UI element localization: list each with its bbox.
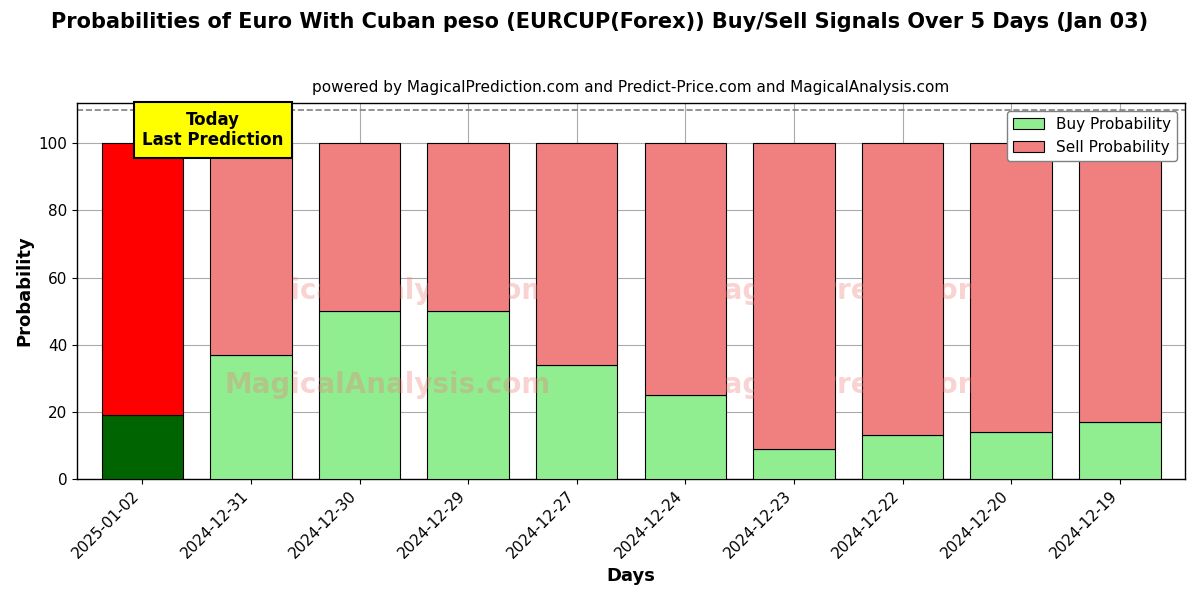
Bar bbox=[1079, 143, 1160, 422]
Bar bbox=[754, 449, 835, 479]
Bar bbox=[536, 365, 618, 479]
Text: MagicalAnalysis.com: MagicalAnalysis.com bbox=[224, 277, 551, 305]
Bar bbox=[1079, 422, 1160, 479]
Text: MagicalPrediction.com: MagicalPrediction.com bbox=[696, 277, 1054, 305]
Bar bbox=[427, 143, 509, 311]
Bar bbox=[210, 355, 292, 479]
Bar bbox=[971, 432, 1052, 479]
Bar bbox=[319, 311, 401, 479]
Bar bbox=[971, 143, 1052, 432]
Bar bbox=[862, 435, 943, 479]
Bar bbox=[102, 415, 184, 479]
Bar bbox=[427, 311, 509, 479]
Bar bbox=[210, 143, 292, 355]
Bar bbox=[536, 143, 618, 365]
Text: MagicalAnalysis.com: MagicalAnalysis.com bbox=[224, 371, 551, 399]
Text: Probabilities of Euro With Cuban peso (EURCUP(Forex)) Buy/Sell Signals Over 5 Da: Probabilities of Euro With Cuban peso (E… bbox=[52, 12, 1148, 32]
Bar bbox=[754, 143, 835, 449]
Bar bbox=[644, 395, 726, 479]
Title: powered by MagicalPrediction.com and Predict-Price.com and MagicalAnalysis.com: powered by MagicalPrediction.com and Pre… bbox=[312, 80, 949, 95]
Bar bbox=[102, 143, 184, 415]
Bar bbox=[644, 143, 726, 395]
Text: Today
Last Prediction: Today Last Prediction bbox=[143, 110, 283, 149]
Y-axis label: Probability: Probability bbox=[14, 236, 32, 346]
Bar bbox=[319, 143, 401, 311]
Legend: Buy Probability, Sell Probability: Buy Probability, Sell Probability bbox=[1007, 111, 1177, 161]
Bar bbox=[862, 143, 943, 435]
X-axis label: Days: Days bbox=[607, 567, 655, 585]
Text: MagicalPrediction.com: MagicalPrediction.com bbox=[696, 371, 1054, 399]
